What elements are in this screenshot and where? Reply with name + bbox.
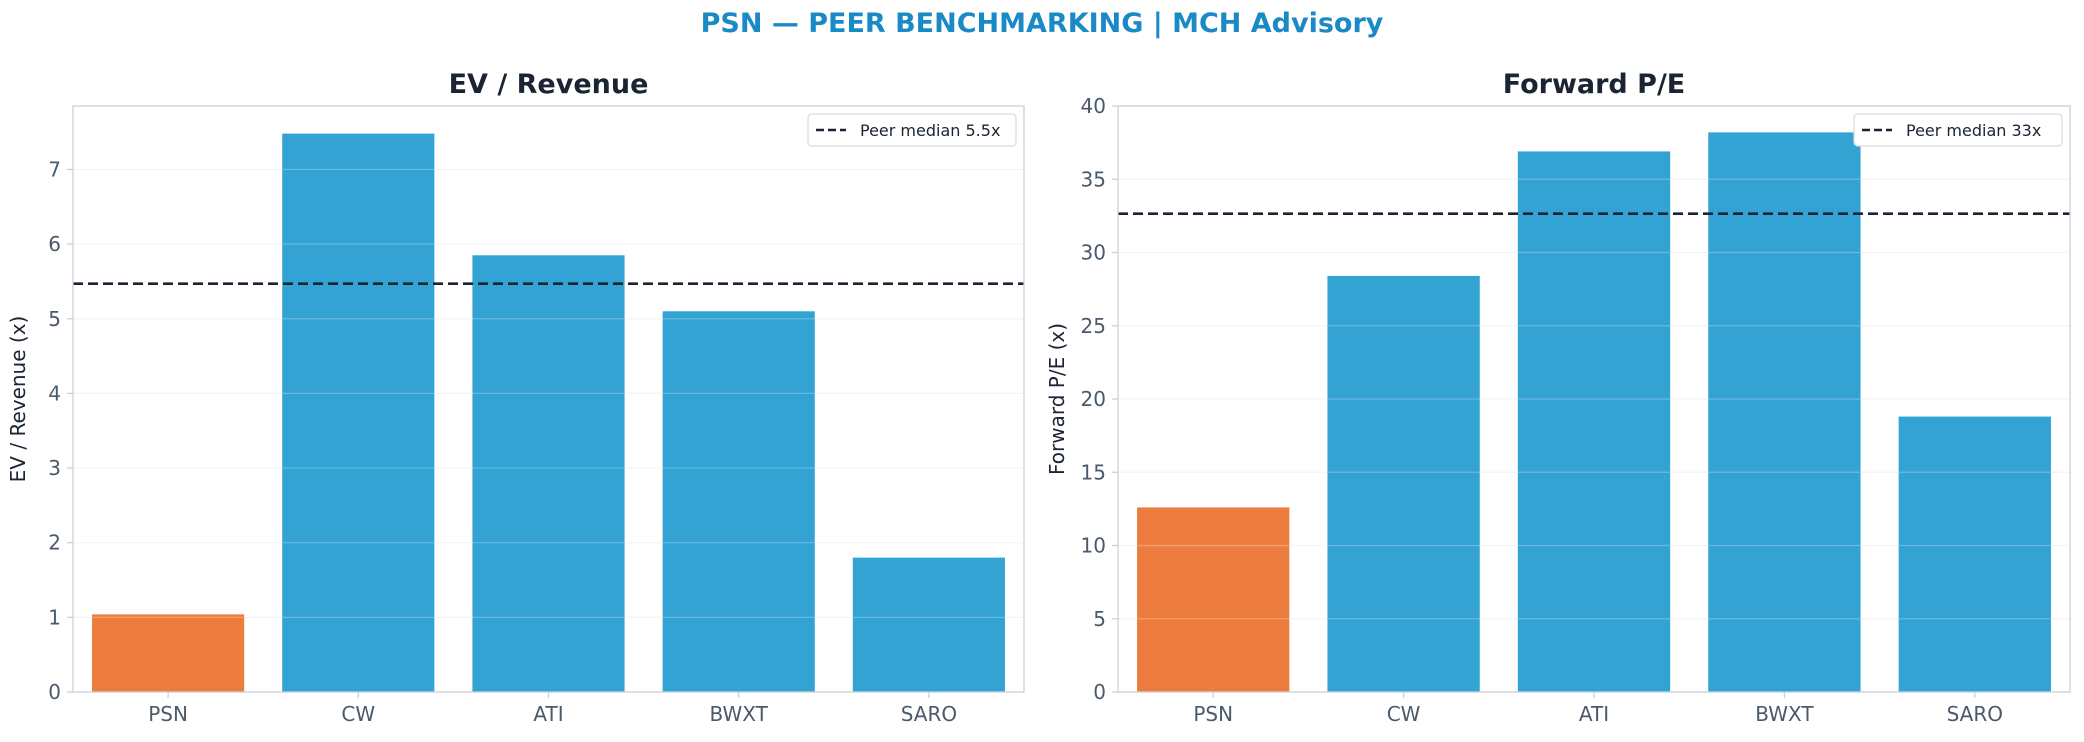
y-tick-label: 30 <box>1081 241 1106 265</box>
x-tick-label: PSN <box>148 702 188 726</box>
y-tick-label: 0 <box>48 680 61 704</box>
y-tick-label: 1 <box>48 605 61 629</box>
bar-bwxt <box>662 311 815 692</box>
bar-cw <box>282 133 435 693</box>
y-tick-label: 7 <box>48 157 61 181</box>
x-tick-label: SARO <box>901 702 957 726</box>
bar-psn <box>92 614 245 692</box>
legend-box <box>1853 113 2063 147</box>
y-tick-label: 40 <box>1081 94 1106 118</box>
legend-box <box>807 113 1017 147</box>
x-tick-label: SARO <box>1947 702 2003 726</box>
y-tick-label: 10 <box>1081 534 1106 558</box>
y-tick-label: 6 <box>48 232 61 256</box>
y-tick-label: 35 <box>1081 167 1106 191</box>
bar-ati <box>472 255 625 692</box>
x-tick-label: CW <box>1387 702 1421 726</box>
bar-ati <box>1517 151 1671 693</box>
bar-psn <box>1137 507 1290 692</box>
legend-label: Peer median 33x <box>1906 121 2041 140</box>
y-tick-label: 4 <box>48 381 61 405</box>
y-axis-label: Forward P/E (x) <box>1045 323 1069 475</box>
bar-bwxt <box>1708 132 1861 692</box>
y-tick-label: 3 <box>48 456 61 480</box>
y-tick-label: 5 <box>48 307 61 331</box>
y-tick-label: 2 <box>48 531 61 555</box>
x-tick-label: BWXT <box>710 702 769 726</box>
x-tick-label: BWXT <box>1755 702 1814 726</box>
y-tick-label: 25 <box>1081 314 1106 338</box>
y-tick-label: 20 <box>1081 387 1106 411</box>
y-tick-label: 15 <box>1081 460 1106 484</box>
bar-saro <box>1898 416 2051 692</box>
bar-saro <box>852 557 1005 692</box>
y-axis-label: EV / Revenue (x) <box>6 316 30 483</box>
chart-title: Forward P/E <box>1503 69 1686 100</box>
y-tick-label: 5 <box>1093 607 1106 631</box>
x-tick-label: ATI <box>1579 702 1609 726</box>
legend-label: Peer median 5.5x <box>860 121 1000 140</box>
x-tick-label: ATI <box>533 702 563 726</box>
y-tick-label: 0 <box>1093 680 1106 704</box>
x-tick-label: PSN <box>1193 702 1233 726</box>
figure-title: PSN — PEER BENCHMARKING | MCH Advisory <box>700 8 1384 39</box>
bar-cw <box>1327 275 1480 692</box>
x-tick-label: CW <box>341 702 375 726</box>
chart-title: EV / Revenue <box>449 69 649 100</box>
